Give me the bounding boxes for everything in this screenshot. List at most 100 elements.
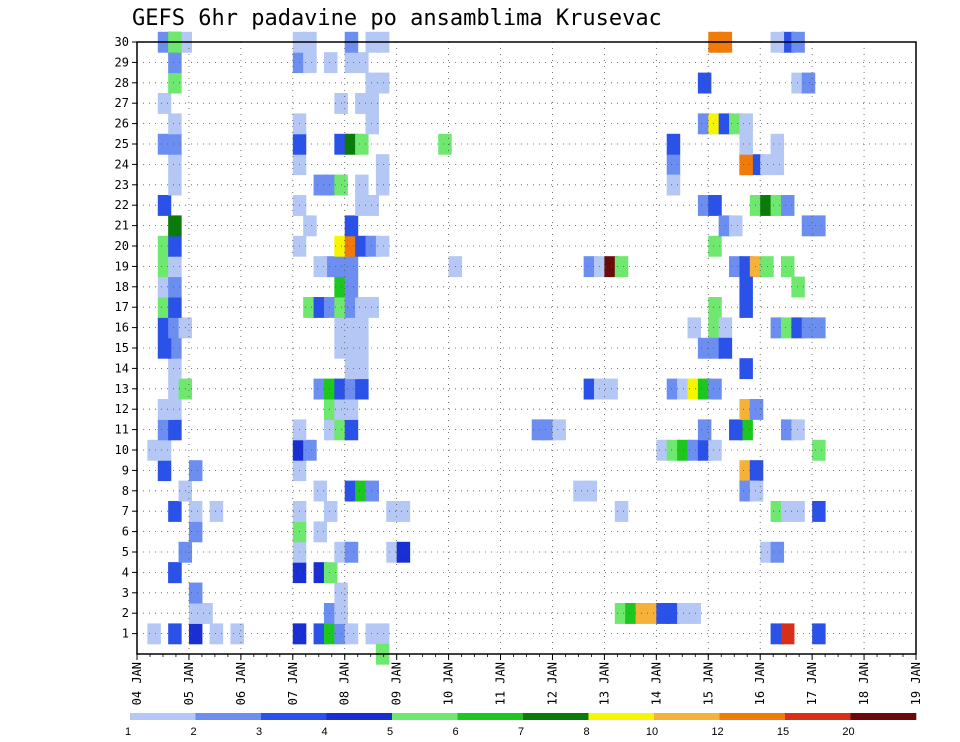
heatmap-cell bbox=[355, 133, 369, 155]
x-tick-label: 14 JAN bbox=[649, 662, 663, 705]
heatmap-cell bbox=[168, 317, 182, 339]
heatmap-cell bbox=[438, 133, 452, 155]
heatmap-cell bbox=[749, 480, 764, 502]
heatmap-cell bbox=[365, 297, 379, 318]
colorbar-swatch bbox=[523, 713, 589, 720]
heatmap-cell bbox=[770, 501, 785, 522]
heatmap-cell bbox=[365, 93, 379, 114]
colorbar-label: 3 bbox=[256, 726, 262, 738]
heatmap-cell bbox=[697, 419, 712, 441]
colorbar-swatch bbox=[588, 713, 655, 720]
y-tick-label: 23 bbox=[115, 178, 129, 192]
heatmap-cell bbox=[583, 256, 598, 278]
heatmap-cell bbox=[760, 195, 774, 216]
heatmap-cell bbox=[313, 378, 328, 400]
heatmap-cell bbox=[573, 480, 587, 502]
x-tick-label: 15 JAN bbox=[701, 662, 715, 705]
heatmap-cell bbox=[168, 358, 182, 380]
y-tick-label: 25 bbox=[115, 137, 129, 151]
colorbar-label: 1 bbox=[125, 726, 131, 738]
heatmap-cell bbox=[157, 419, 172, 441]
heatmap-cell bbox=[708, 317, 722, 339]
heatmap-cell bbox=[344, 52, 359, 74]
heatmap-cell bbox=[303, 439, 317, 461]
heatmap-cell bbox=[188, 501, 203, 522]
heatmap-cell bbox=[188, 582, 203, 604]
heatmap-cell bbox=[355, 297, 369, 318]
heatmap-cell bbox=[770, 133, 785, 155]
colorbar-label: 12 bbox=[711, 726, 723, 738]
heatmap-cell bbox=[791, 276, 805, 298]
heatmap-cell bbox=[313, 480, 328, 502]
heatmap-cell bbox=[375, 174, 390, 196]
heatmap-cell bbox=[666, 154, 681, 176]
heatmap-cell bbox=[168, 623, 182, 645]
colorbar-label: 2 bbox=[190, 726, 196, 738]
heatmap-cell bbox=[188, 623, 203, 645]
heatmap-cell bbox=[323, 174, 338, 196]
heatmap-cell bbox=[188, 603, 203, 624]
heatmap-cell bbox=[812, 215, 826, 237]
heatmap-cell bbox=[739, 113, 753, 135]
heatmap-cell bbox=[344, 297, 359, 318]
colorbar-swatch bbox=[130, 713, 196, 720]
x-tick-label: 05 JAN bbox=[182, 662, 196, 705]
y-tick-label: 29 bbox=[115, 55, 129, 69]
heatmap-cell bbox=[687, 603, 701, 624]
heatmap-cell bbox=[801, 317, 816, 339]
heatmap-cell bbox=[614, 256, 629, 278]
heatmap-cell bbox=[344, 399, 359, 420]
heatmap-cell bbox=[147, 439, 161, 461]
y-tick-label: 8 bbox=[122, 484, 129, 498]
heatmap-cell bbox=[355, 93, 369, 114]
x-tick-label: 16 JAN bbox=[753, 662, 767, 705]
heatmap-cell bbox=[708, 113, 722, 135]
colorbar-swatch bbox=[850, 713, 917, 720]
heatmap-cell bbox=[739, 460, 753, 482]
heatmap-cell bbox=[157, 399, 172, 420]
heatmap-cell bbox=[375, 623, 390, 645]
heatmap-cell bbox=[344, 541, 359, 563]
heatmap-cell bbox=[344, 256, 359, 278]
heatmap-cell bbox=[168, 378, 182, 400]
x-tick-label: 13 JAN bbox=[597, 662, 611, 705]
y-tick-label: 22 bbox=[115, 198, 129, 212]
heatmap-cell bbox=[365, 113, 379, 135]
axes: 1234567891011121314151617181920212223242… bbox=[115, 35, 923, 705]
heatmap-cell bbox=[355, 52, 369, 74]
heatmap-cell bbox=[344, 235, 359, 257]
heatmap-cell bbox=[666, 174, 681, 196]
colorbar-label: 10 bbox=[646, 726, 658, 738]
heatmap-cell bbox=[323, 623, 338, 645]
x-tick-label: 19 JAN bbox=[909, 662, 923, 705]
heatmap-cell bbox=[729, 419, 743, 441]
heatmap-cell bbox=[666, 378, 681, 400]
y-tick-label: 11 bbox=[115, 423, 129, 437]
x-tick-label: 08 JAN bbox=[338, 662, 352, 705]
heatmap-cell bbox=[594, 378, 608, 400]
heatmap-cell bbox=[749, 154, 764, 176]
heatmap-cell bbox=[614, 501, 629, 522]
heatmap-cell bbox=[770, 623, 785, 645]
heatmap-cell bbox=[739, 480, 753, 502]
heatmap-cell bbox=[188, 460, 203, 482]
heatmap-cell bbox=[760, 256, 774, 278]
heatmap-cell bbox=[168, 154, 182, 176]
heatmap-cell bbox=[344, 337, 359, 359]
heatmap-cell bbox=[323, 256, 338, 278]
y-tick-label: 17 bbox=[115, 300, 129, 314]
heatmap-cell bbox=[168, 133, 182, 155]
heatmap-cell bbox=[157, 133, 172, 155]
heatmap-cell bbox=[313, 174, 328, 196]
x-tick-label: 06 JAN bbox=[234, 662, 248, 705]
heatmap-cell bbox=[780, 317, 795, 339]
heatmap-cell bbox=[365, 480, 379, 502]
heatmap-cell bbox=[168, 297, 182, 318]
heatmap-cell bbox=[365, 623, 379, 645]
heatmap-cell bbox=[739, 399, 753, 420]
colorbar-label: 20 bbox=[842, 726, 854, 738]
heatmap-cell bbox=[770, 317, 785, 339]
heatmap-cell bbox=[531, 419, 546, 441]
heatmap-cell bbox=[168, 113, 182, 135]
heatmap-cell bbox=[708, 337, 722, 359]
